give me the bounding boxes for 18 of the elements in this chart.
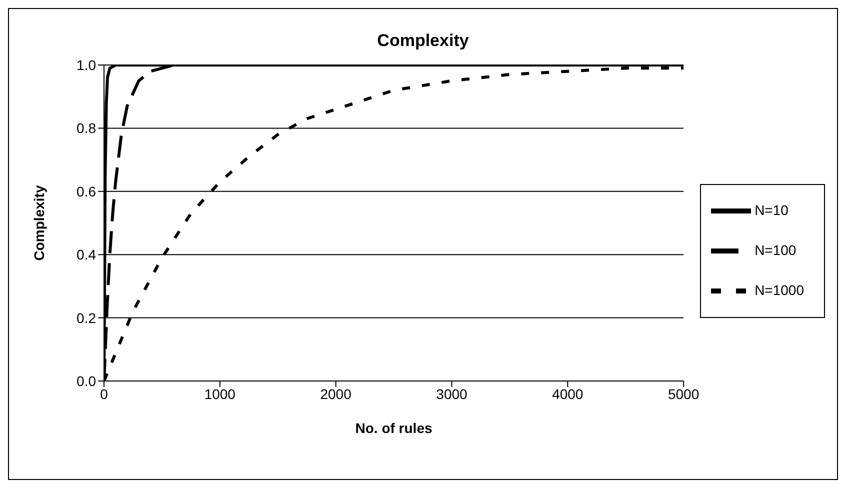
y-tick-label: 1.0	[76, 56, 96, 73]
y-tick-label: 0.2	[76, 310, 96, 326]
x-tick-label: 5000	[668, 386, 700, 402]
y-tick-label: 0.4	[76, 246, 96, 263]
legend-label: N=100	[754, 242, 796, 258]
y-tick-label: 0.6	[76, 183, 96, 200]
chart-title: Complexity	[376, 31, 470, 51]
x-axis-title: No. of rules	[355, 420, 432, 436]
legend-label: N=10	[754, 202, 788, 218]
x-tick-label: 1000	[204, 386, 236, 402]
x-tick-label: 3000	[436, 386, 468, 402]
y-tick-label: 0.0	[76, 372, 96, 389]
x-tick-label: 4000	[552, 386, 584, 402]
y-axis-title: Complexity	[30, 185, 47, 261]
y-tick-label: 0.8	[76, 120, 96, 136]
x-tick-label: 0	[100, 386, 108, 402]
x-tick-label: 2000	[320, 386, 352, 402]
legend-label: N=1000	[754, 282, 804, 298]
